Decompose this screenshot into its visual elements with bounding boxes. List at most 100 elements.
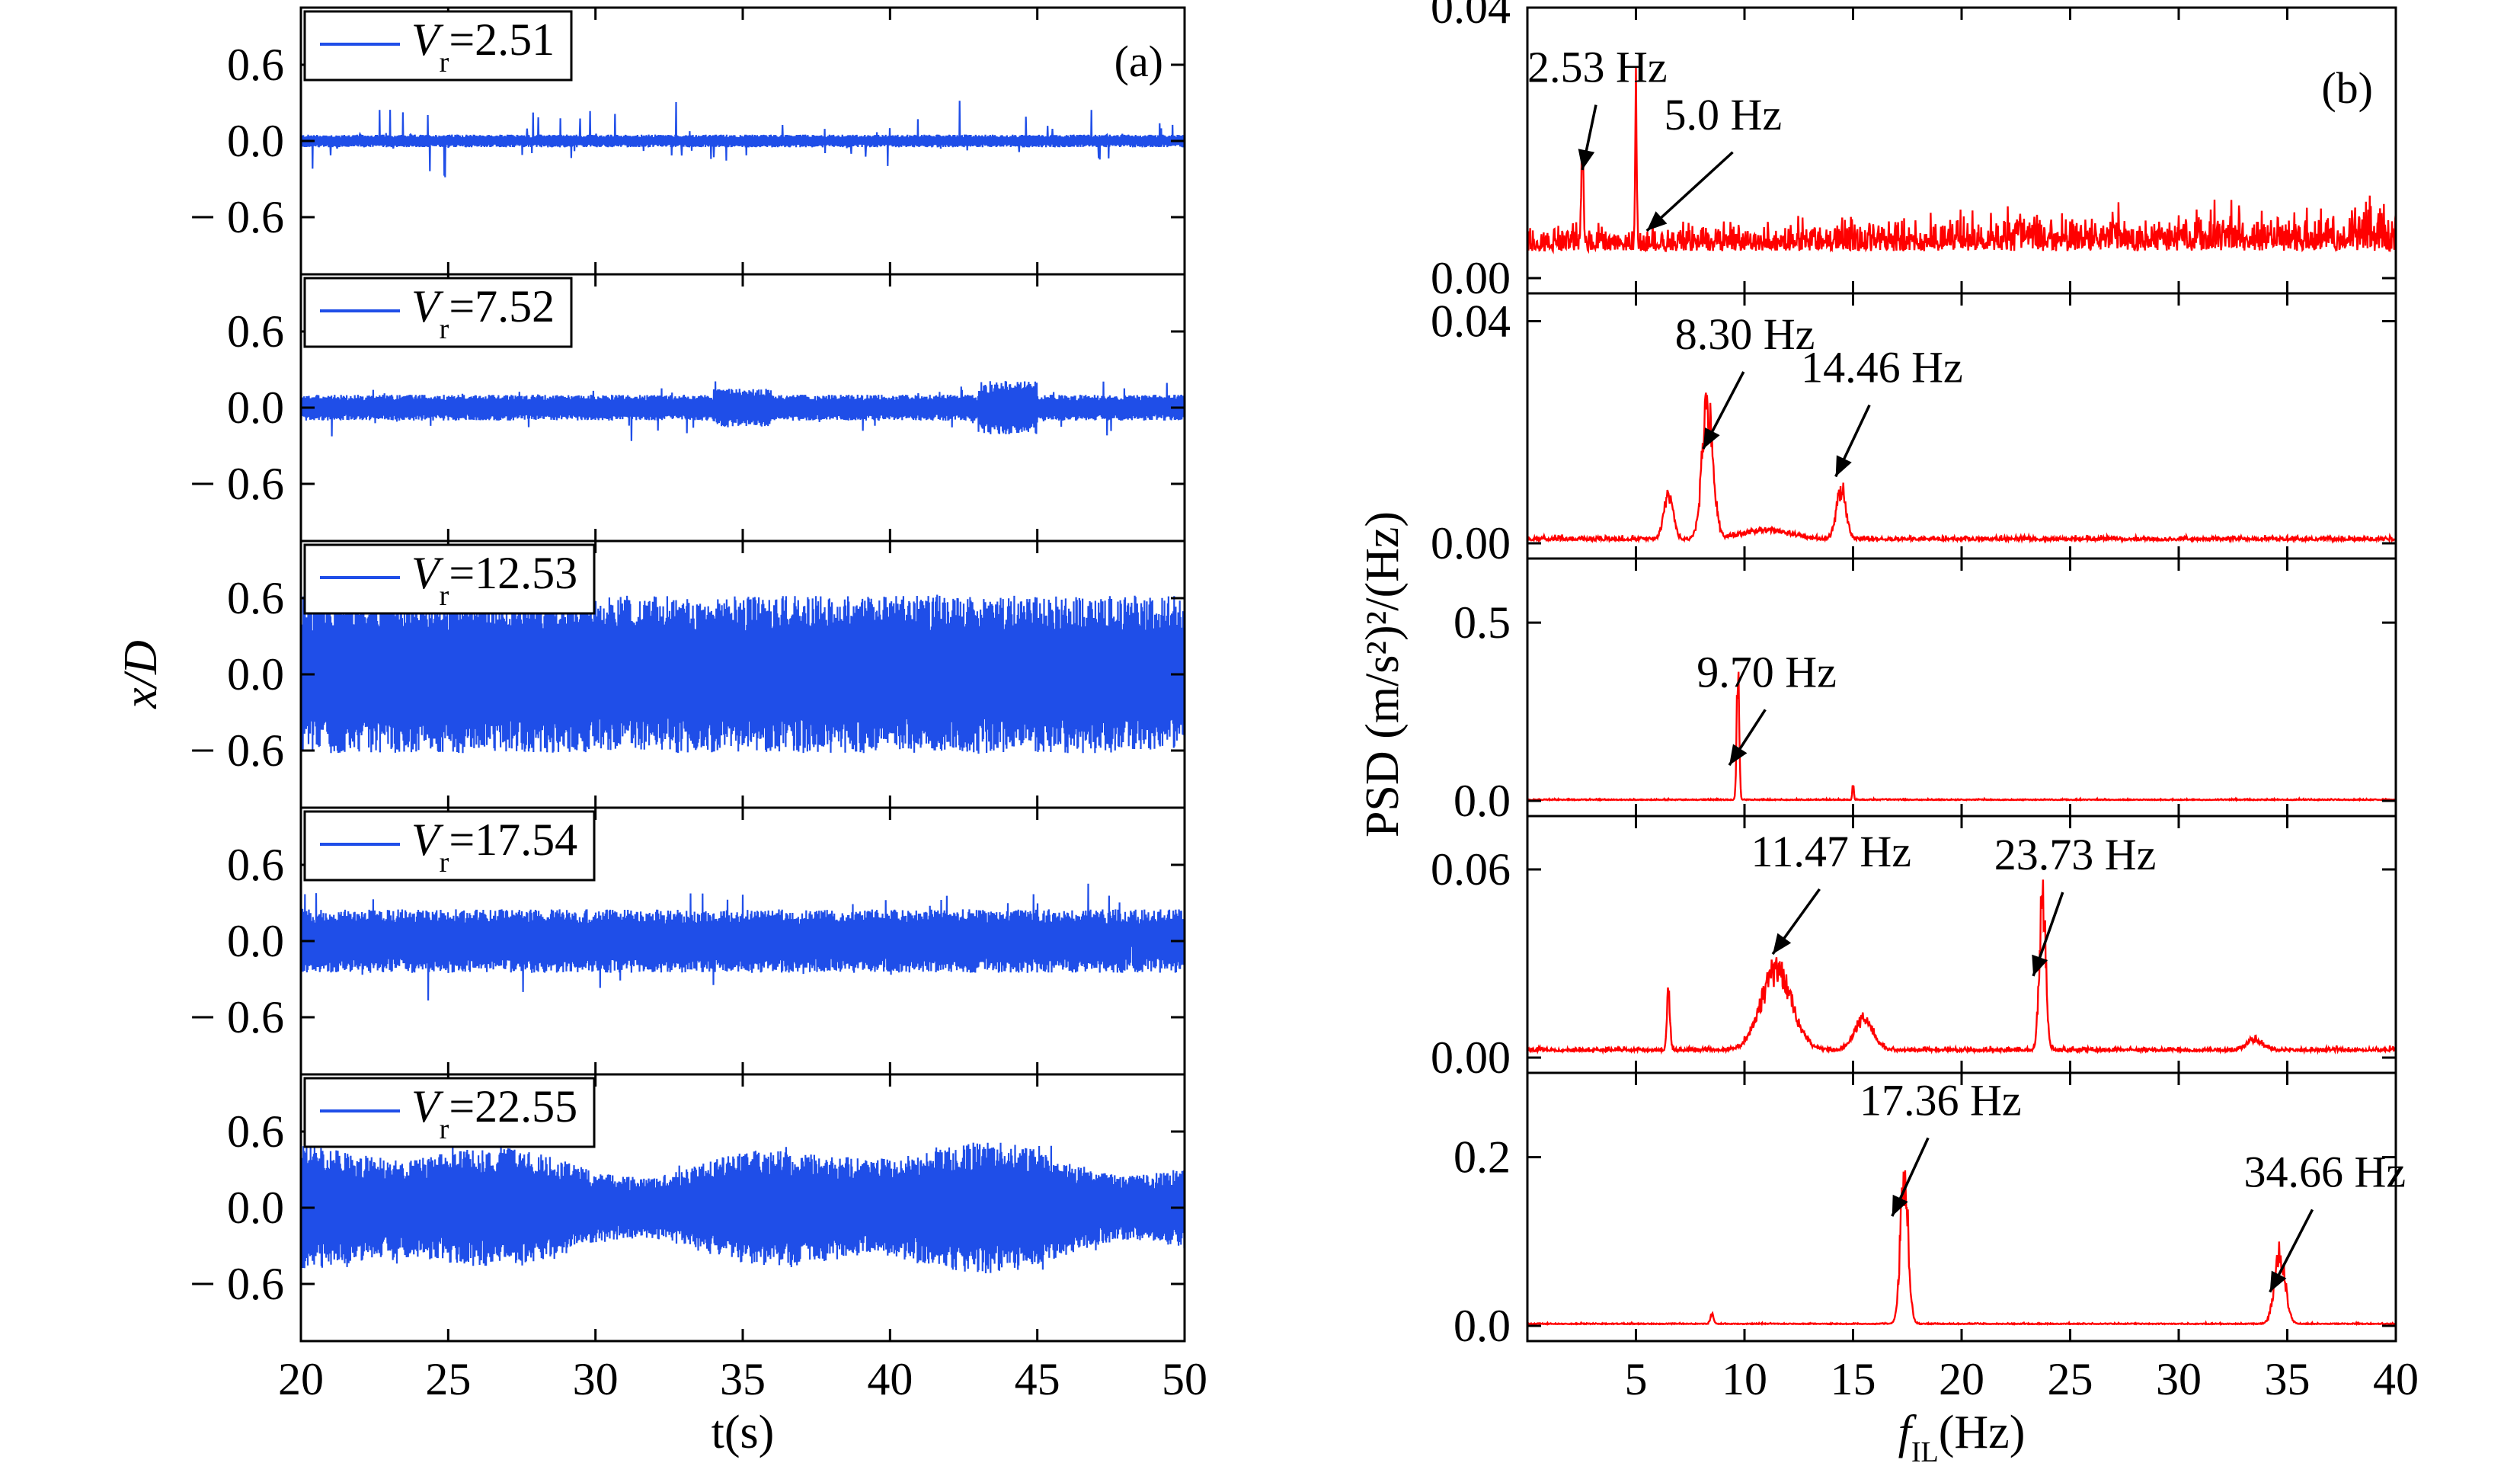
peak-annotation: 9.70 Hz	[1697, 647, 1837, 767]
legend-subscript: r	[440, 46, 449, 78]
x-tick-label: 30	[2156, 1354, 2202, 1404]
subplot-b-1: 0.00 0.04 2.53 Hz5.0 Hz	[1431, 0, 2397, 303]
y-tick-label: − 0.6	[190, 992, 284, 1042]
y-tick-label: 0.6	[227, 40, 284, 90]
y-tick-label: 0.00	[1431, 1032, 1511, 1083]
psd-line	[1527, 671, 2397, 802]
y-tick-label: − 0.6	[190, 192, 284, 242]
y-tick-label: 0.0	[227, 1183, 284, 1233]
legend: Vr=2.51	[303, 10, 573, 82]
y-tick-label: 0.6	[227, 306, 284, 357]
y-tick-label: 0.0	[1453, 776, 1511, 826]
legend-var: V	[411, 815, 444, 865]
peak-annotation: 11.47 Hz	[1751, 827, 1911, 956]
peak-annotation: 14.46 Hz	[1801, 343, 1963, 478]
peak-label: 2.53 Hz	[1527, 43, 1668, 92]
legend: Vr=22.55	[303, 1077, 596, 1148]
subplot-b-5: 0.0 0.2 17.36 Hz 34.66 Hz	[1453, 1071, 2406, 1351]
legend-value: =7.52	[449, 281, 555, 331]
peak-label: 34.66 Hz	[2244, 1147, 2406, 1196]
y-tick-label: 0.00	[1431, 253, 1511, 303]
x-tick-label: 50	[1162, 1354, 1207, 1404]
y-tick-label: 0.00	[1431, 518, 1511, 568]
x-tick-label: 25	[2048, 1354, 2093, 1404]
series-line	[299, 101, 1186, 178]
panel-tag-a: (a)	[1114, 37, 1163, 86]
legend-value: =22.55	[449, 1081, 577, 1132]
x-tick-label: 15	[1831, 1354, 1876, 1404]
peak-label: 17.36 Hz	[1860, 1075, 2022, 1125]
x-tick-label: 45	[1015, 1354, 1060, 1404]
y-tick-label: 0.6	[227, 1106, 284, 1157]
x-tick-label: 25	[425, 1354, 471, 1404]
peak-label: 8.30 Hz	[1675, 309, 1815, 359]
subplot-b-4: 0.00 0.06 11.47 Hz 23.73 Hz	[1431, 815, 2397, 1083]
legend-var: V	[411, 548, 444, 598]
y-tick-label: 0.0	[227, 649, 284, 699]
legend-value: =12.53	[449, 548, 577, 598]
legend-label: Vr=7.52	[411, 281, 555, 345]
subplot-a-2: 0.6 0.0 − 0.6 Vr=7.52	[190, 273, 1186, 543]
legend-subscript: r	[440, 313, 449, 345]
legend-value: =17.54	[449, 815, 577, 865]
x-tick-label: 30	[573, 1354, 619, 1404]
subplot-a-3: 0.6 0.0 − 0.6 Vr=12.53	[190, 539, 1186, 809]
psd-line	[1526, 1170, 2397, 1327]
y-tick-label: 0.0	[227, 116, 284, 166]
legend: Vr=7.52	[303, 277, 573, 348]
peak-label: 11.47 Hz	[1751, 827, 1911, 876]
subplot-a-4: 0.6 0.0 − 0.6 Vr=17.54	[190, 806, 1186, 1076]
x-axis-subscript: IL	[1911, 1436, 1939, 1463]
legend-label: Vr=17.54	[411, 815, 577, 879]
y-tick-label: 0.5	[1453, 597, 1511, 648]
plot-frame	[1526, 557, 2397, 818]
legend-var: V	[411, 1081, 444, 1132]
y-axis-label: PSD (m/s²)²/(Hz)	[1357, 511, 1409, 837]
y-tick-label: − 0.6	[190, 1259, 284, 1309]
peak-arrowhead	[1773, 933, 1792, 955]
peak-label: 5.0 Hz	[1665, 90, 1783, 139]
legend-label: Vr=2.51	[411, 14, 555, 78]
peak-annotation: 2.53 Hz	[1527, 43, 1668, 171]
x-axis-label: t(s)	[712, 1407, 775, 1458]
x-tick-label: 10	[1722, 1354, 1767, 1404]
subplot-b-3: 0.0 0.5 9.70 Hz	[1453, 557, 2397, 826]
panel-tag-b: (b)	[2321, 63, 2373, 113]
y-tick-label: 0.2	[1453, 1132, 1511, 1183]
series-line	[299, 381, 1186, 441]
y-tick-label: 0.0	[227, 916, 284, 966]
panel-b-psd-spectra: 0.00 0.04 2.53 Hz5.0 Hz 0.000.04 8.30 Hz14.4…	[1357, 0, 2419, 1463]
plot-frame	[1526, 815, 2397, 1074]
legend-var: V	[411, 281, 444, 331]
x-tick-label: 20	[1939, 1354, 1984, 1404]
peak-arrowhead	[2032, 954, 2048, 976]
legend: Vr=17.54	[303, 810, 596, 882]
x-tick-label: 40	[867, 1354, 913, 1404]
psd-line	[1526, 392, 2396, 544]
series-line	[299, 883, 1186, 1001]
legend-label: Vr=12.53	[411, 548, 577, 612]
legend: Vr=12.53	[303, 543, 596, 615]
peak-annotation: 5.0 Hz	[1645, 90, 1783, 232]
subplot-a-5: 0.6 0.0 − 0.6 Vr=22.55	[190, 1073, 1186, 1343]
x-tick-label: 35	[2265, 1354, 2311, 1404]
peak-annotation: 23.73 Hz	[1994, 830, 2156, 977]
peak-annotation: 34.66 Hz	[2244, 1147, 2406, 1293]
peak-annotation: 17.36 Hz	[1860, 1075, 2022, 1217]
x-axis-label: fIL(Hz)	[1898, 1407, 2026, 1463]
series-line	[299, 593, 1186, 754]
y-tick-label: 0.6	[227, 573, 284, 623]
x-axis-label-text: t(s)	[712, 1407, 775, 1458]
peak-arrowhead	[2269, 1270, 2287, 1292]
peak-arrowhead	[1729, 744, 1748, 766]
legend-value: =2.51	[449, 14, 555, 65]
y-tick-label: 0.0	[227, 383, 284, 433]
peak-arrowhead	[1703, 427, 1720, 450]
y-tick-label: 0.6	[227, 840, 284, 890]
series-line	[299, 1142, 1186, 1274]
x-tick-label: 20	[278, 1354, 324, 1404]
peak-label: 14.46 Hz	[1801, 343, 1963, 392]
y-tick-label: 0.04	[1431, 0, 1511, 33]
